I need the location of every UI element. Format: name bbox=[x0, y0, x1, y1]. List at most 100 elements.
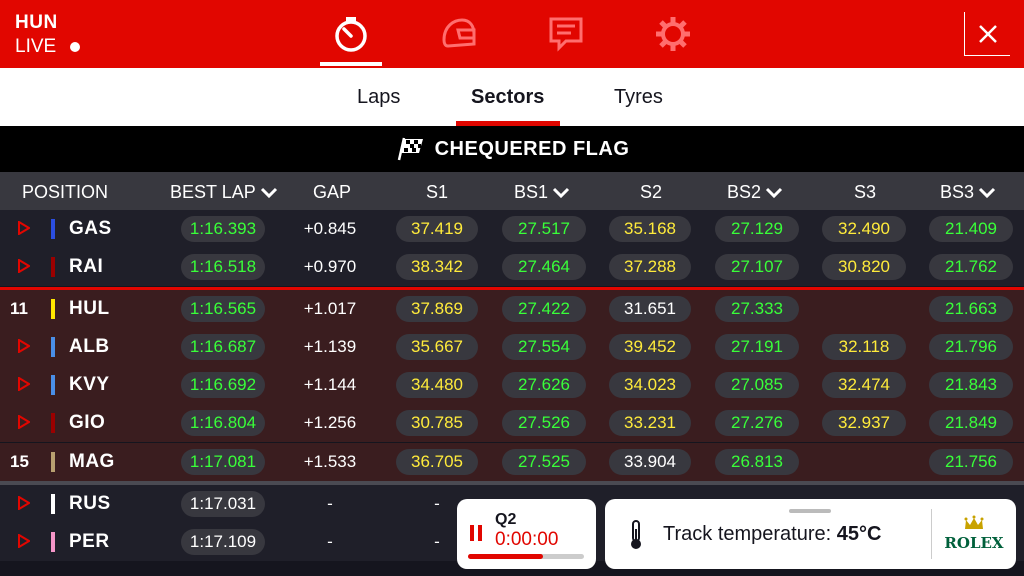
column-position[interactable]: POSITION bbox=[22, 182, 109, 202]
close-icon bbox=[978, 24, 997, 43]
track-temperature-card[interactable]: Track temperature: 45°C ROLEX bbox=[605, 499, 1016, 569]
s2-time: 34.023 bbox=[609, 372, 691, 398]
column-best-lap[interactable]: BEST LAP bbox=[170, 182, 278, 203]
best-time: 1:16.804 bbox=[181, 410, 265, 436]
s1-time: 37.869 bbox=[396, 296, 478, 322]
driver-code: GAS bbox=[69, 218, 112, 239]
session-info: HUN LIVE bbox=[15, 12, 81, 58]
column-s1[interactable]: S1 bbox=[426, 182, 449, 202]
active-tab-underline bbox=[456, 121, 560, 126]
thermometer-icon bbox=[631, 520, 641, 549]
session-timer-card[interactable]: Q2 0:00:00 bbox=[457, 499, 596, 569]
chevron-down-icon bbox=[978, 187, 996, 198]
bs2-time: 27.129 bbox=[715, 216, 799, 242]
driver-code: HUL bbox=[69, 298, 110, 319]
sponsor-logo: ROLEX bbox=[942, 515, 1006, 559]
driver-code: MAG bbox=[69, 451, 115, 472]
column-s2[interactable]: S2 bbox=[640, 182, 663, 202]
banner-text: CHEQUERED FLAG bbox=[434, 137, 630, 160]
tab-sectors[interactable]: Sectors bbox=[471, 86, 545, 108]
team-color-bar bbox=[51, 257, 55, 277]
team-color-bar bbox=[51, 494, 55, 514]
s3-time: 32.937 bbox=[822, 410, 906, 436]
bs2-time: 27.085 bbox=[715, 372, 799, 398]
bs2-time: 27.107 bbox=[715, 254, 799, 280]
best-time: 1:16.393 bbox=[181, 216, 265, 242]
live-indicator: LIVE bbox=[15, 36, 81, 58]
bs3-time: 21.663 bbox=[929, 296, 1013, 322]
crown-icon bbox=[964, 515, 984, 529]
bs1-time: 27.525 bbox=[502, 449, 586, 475]
bs3-time: 21.762 bbox=[929, 254, 1013, 280]
s3-time: 32.474 bbox=[822, 372, 906, 398]
gap-value: - bbox=[327, 494, 333, 513]
settings-icon[interactable] bbox=[649, 12, 697, 56]
gap-value: +1.256 bbox=[303, 413, 357, 432]
cutoff-line-grey bbox=[0, 481, 1024, 485]
s3-time: 32.118 bbox=[822, 334, 906, 360]
race-control-icon[interactable] bbox=[542, 12, 590, 56]
team-color-bar bbox=[51, 299, 55, 319]
s1-time: - bbox=[434, 532, 440, 551]
bs3-time: 21.756 bbox=[929, 449, 1013, 475]
flag-banner: CHEQUERED FLAG bbox=[0, 126, 1024, 172]
play-arrow-icon bbox=[18, 496, 30, 510]
bs1-time: 27.526 bbox=[502, 410, 586, 436]
column-bs3[interactable]: BS3 bbox=[940, 182, 996, 203]
timer-icon[interactable] bbox=[327, 12, 375, 56]
s1-time: - bbox=[434, 494, 440, 513]
play-arrow-icon bbox=[18, 534, 30, 548]
table-row[interactable]: GAS +0.845 1:16.393 37.419 27.517 35.168 27.12… bbox=[0, 210, 1024, 248]
chevron-down-icon bbox=[552, 187, 570, 198]
table-row[interactable]: 11 HUL +1.017 1:16.565 37.869 27.422 31.651 27.… bbox=[0, 290, 1024, 328]
close-button[interactable] bbox=[964, 12, 1010, 56]
bs3-time: 21.796 bbox=[929, 334, 1013, 360]
table-row[interactable]: RAI +0.970 1:16.518 38.342 27.464 37.288 27.10… bbox=[0, 248, 1024, 286]
pause-icon bbox=[470, 525, 482, 541]
column-bs1[interactable]: BS1 bbox=[514, 182, 570, 203]
chevron-down-icon bbox=[765, 187, 783, 198]
play-arrow-icon bbox=[18, 339, 30, 353]
session-progress-fill bbox=[468, 554, 544, 559]
s2-time: 37.288 bbox=[609, 254, 691, 280]
best-time: 1:17.081 bbox=[181, 449, 265, 475]
bs1-time: 27.464 bbox=[502, 254, 586, 280]
s2-time: 33.231 bbox=[609, 410, 691, 436]
s2-time: 39.452 bbox=[609, 334, 691, 360]
session-timer: 0:00:00 bbox=[495, 529, 559, 550]
session-label: Q2 bbox=[495, 511, 517, 528]
table-row[interactable]: GIO +1.256 1:16.804 30.785 27.526 33.231 27.27… bbox=[0, 404, 1024, 442]
play-arrow-icon bbox=[18, 221, 30, 235]
cutoff-line-red bbox=[0, 287, 1024, 290]
card-separator bbox=[931, 509, 932, 559]
column-s3[interactable]: S3 bbox=[854, 182, 877, 202]
s1-time: 38.342 bbox=[396, 254, 478, 280]
tab-tyres[interactable]: Tyres bbox=[614, 86, 663, 108]
active-section-underline bbox=[320, 62, 382, 66]
driver-code: RUS bbox=[69, 493, 111, 514]
helmet-icon[interactable] bbox=[434, 12, 482, 56]
best-time: 1:16.565 bbox=[181, 296, 265, 322]
table-row[interactable]: 15 MAG +1.533 1:17.081 36.705 27.525 33.904 26.… bbox=[0, 443, 1024, 481]
drag-handle[interactable] bbox=[789, 509, 831, 513]
chequered-flag-icon bbox=[397, 137, 423, 161]
live-label: LIVE bbox=[15, 36, 57, 57]
s3-time: 30.820 bbox=[822, 254, 906, 280]
s2-time: 35.168 bbox=[609, 216, 691, 242]
team-color-bar bbox=[51, 532, 55, 552]
column-bs2[interactable]: BS2 bbox=[727, 182, 783, 203]
table-row[interactable]: ALB +1.139 1:16.687 35.667 27.554 39.452 27.19… bbox=[0, 328, 1024, 366]
bs1-time: 27.517 bbox=[502, 216, 586, 242]
play-arrow-icon bbox=[18, 377, 30, 391]
tab-laps[interactable]: Laps bbox=[357, 86, 401, 108]
bs3-time: 21.843 bbox=[929, 372, 1013, 398]
table-row[interactable]: KVY +1.144 1:16.692 34.480 27.626 34.023 27.08… bbox=[0, 366, 1024, 404]
s3-time: 32.490 bbox=[822, 216, 906, 242]
s1-time: 34.480 bbox=[396, 372, 478, 398]
column-gap[interactable]: GAP bbox=[313, 182, 352, 202]
track-temperature-value: 45°C bbox=[836, 523, 882, 545]
live-dot-icon bbox=[70, 42, 81, 52]
position-number: 11 bbox=[10, 299, 28, 318]
s2-time: 33.904 bbox=[609, 449, 691, 475]
